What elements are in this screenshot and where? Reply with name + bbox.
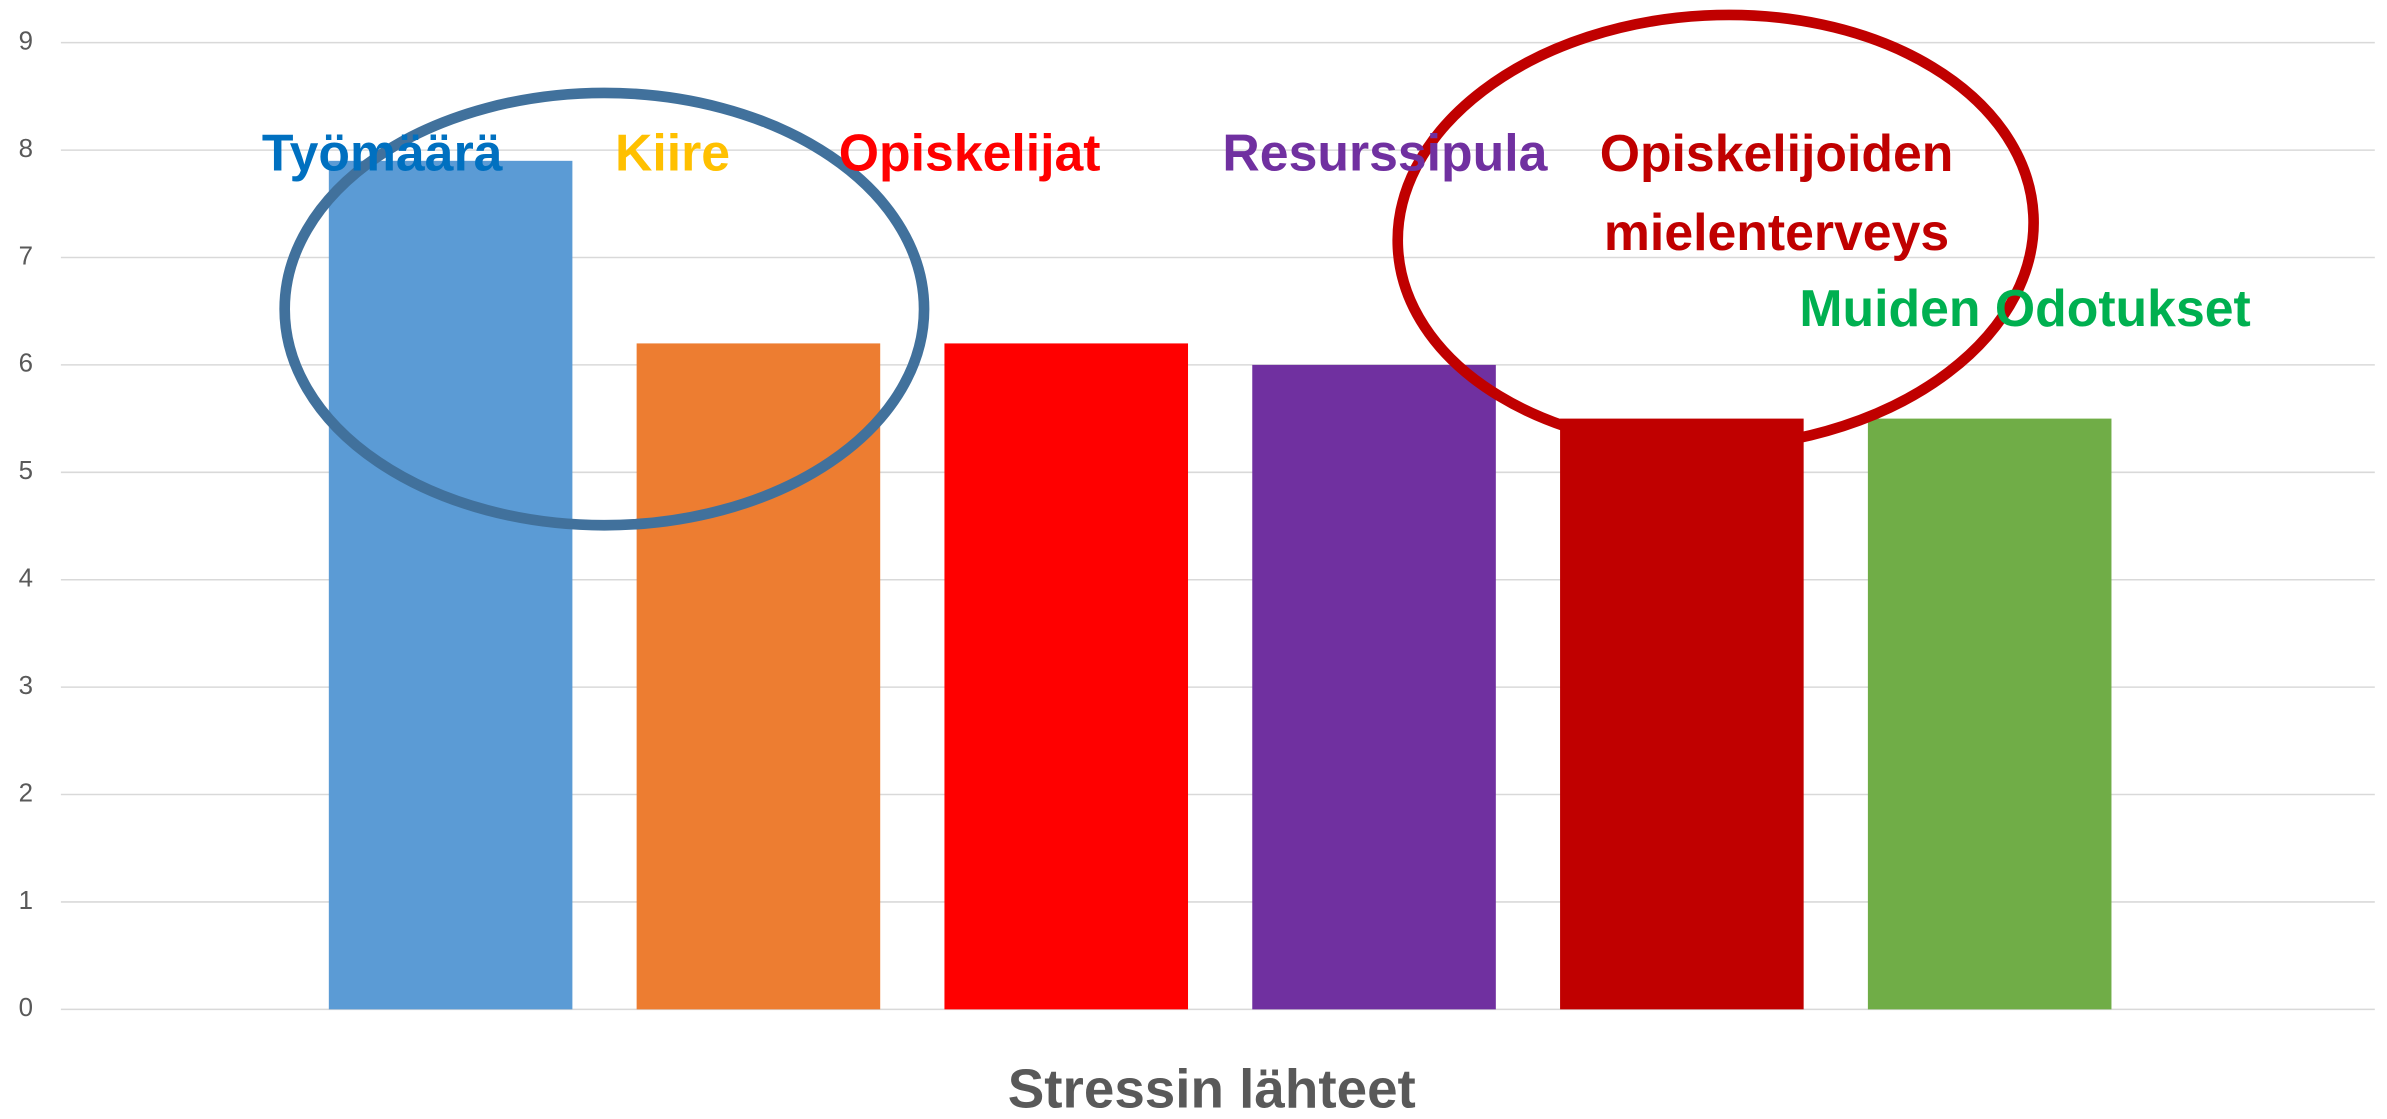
highlight-ellipse: [1392, 9, 2039, 454]
category-label: Opiskelijoiden mielenterveys: [1600, 124, 1954, 261]
y-tick-label: 7: [19, 242, 33, 270]
y-tick-label: 9: [19, 28, 33, 56]
y-tick-label: 2: [19, 779, 33, 807]
y-tick-label: 4: [19, 565, 33, 593]
y-tick-label: 3: [19, 672, 33, 700]
category-label: Kiire: [615, 124, 730, 182]
bar: [1867, 418, 2112, 1010]
category-label: Resurssipula: [1222, 124, 1548, 182]
x-axis-title: Stressin lähteet: [1008, 1058, 1416, 1119]
category-label: Muiden Odotukset: [1799, 279, 2250, 337]
bar: [636, 343, 881, 1010]
y-tick-label: 5: [19, 457, 33, 485]
bar: [1560, 418, 1804, 1010]
y-tick-label: 8: [19, 135, 33, 163]
y-tick-label: 1: [19, 887, 33, 915]
category-label: Työmäärä: [262, 124, 503, 182]
bar: [328, 160, 573, 1010]
highlight-ellipse: [279, 87, 930, 531]
category-labels: Työmäärä Kiire Opiskelijat Resurssipula Opis…: [262, 124, 2251, 337]
plot-area: 0 1 2 3 4 5 6 7 8 9: [19, 28, 2375, 1022]
y-tick-label: 6: [19, 350, 33, 378]
category-label: Opiskelijat: [839, 124, 1101, 182]
bar: [944, 343, 1189, 1010]
bar: [1252, 364, 1496, 1010]
y-tick-label: 0: [19, 994, 33, 1022]
